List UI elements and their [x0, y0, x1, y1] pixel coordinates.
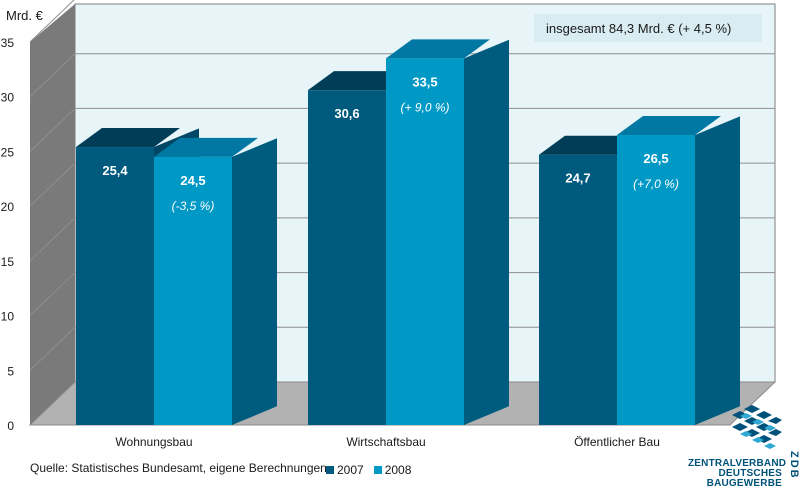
bar-front	[76, 147, 154, 425]
bar-change-label: (-3,5 %)	[172, 199, 215, 213]
y-tick-label: 35	[1, 36, 15, 50]
source-note: Quelle: Statistisches Bundesamt, eigene …	[30, 461, 327, 475]
bar-top	[617, 116, 721, 136]
legend-item-2008: 2008	[373, 463, 412, 477]
bar-top	[76, 128, 180, 148]
zdb-logo-text: ZENTRALVERBAND DEUTSCHES BAUGEWERBE	[688, 458, 787, 489]
bar-front	[617, 135, 695, 425]
legend-item-2007: 2007	[326, 463, 364, 477]
bar-front	[386, 58, 464, 426]
y-tick-label: 5	[7, 364, 14, 378]
x-category-label: Wohnungsbau	[115, 435, 192, 449]
bar-2008-1: 24,5 (-3,5 %)	[154, 137, 277, 425]
bar-value-label: 25,4	[102, 163, 128, 178]
bar-front	[154, 156, 232, 425]
bar-value-label: 24,7	[565, 171, 590, 186]
gridline-side	[29, 217, 76, 262]
bar-2008-2: 33,5 (+ 9,0 %)	[386, 39, 509, 426]
legend-label-2007: 2007	[337, 463, 364, 477]
logo-line-3: BAUGEWERBE	[706, 478, 782, 489]
y-tick-label: 25	[1, 145, 15, 159]
gridline-side	[29, 108, 76, 152]
bar-side	[464, 39, 509, 426]
bar-2008-3: 26,5 (+7,0 %)	[617, 116, 740, 425]
bar-side	[695, 116, 740, 425]
x-category-label: Öffentlicher Bau	[574, 435, 660, 449]
legend-swatch-2008	[373, 466, 382, 474]
gridline-side	[29, 326, 76, 371]
logo-line-1: ZENTRALVERBAND	[688, 458, 787, 469]
y-tick-label: 10	[1, 310, 15, 324]
bar-front	[308, 90, 386, 426]
gridline-side	[29, 162, 76, 207]
zdb-logo: ZENTRALVERBAND DEUTSCHES BAUGEWERBE ZDB	[688, 403, 800, 489]
total-annotation: insgesamt 84,3 Mrd. € (+ 4,5 %)	[546, 21, 731, 36]
y-tick-label: 30	[1, 91, 15, 105]
bar-front	[539, 154, 617, 425]
bar-value-label: 30,6	[334, 106, 359, 121]
bar-side	[232, 138, 277, 425]
zdb-logo-abbr: ZDB	[788, 451, 800, 480]
bar-value-label: 26,5	[643, 151, 668, 166]
bar-top	[154, 137, 258, 157]
x-category-label: Wirtschaftsbau	[346, 435, 425, 449]
y-tick-label: 0	[7, 419, 14, 433]
y-tick-label: 15	[1, 255, 15, 269]
gridline-side	[29, 272, 76, 316]
chart-left-wall	[30, 4, 75, 425]
bar-value-label: 33,5	[412, 74, 437, 89]
bar-change-label: (+7,0 %)	[633, 177, 679, 191]
y-axis-unit-label: Mrd. €	[6, 8, 44, 23]
bar-value-label: 24,5	[180, 173, 205, 188]
gridline-side	[29, 53, 76, 98]
zdb-logo-mark	[732, 405, 782, 449]
bar-change-label: (+ 9,0 %)	[400, 100, 449, 114]
legend-swatch-2007	[326, 466, 334, 474]
gridline-side	[29, 0, 75, 43]
y-tick-label: 20	[1, 200, 15, 214]
bar-top	[386, 39, 490, 59]
legend: 2007 2008	[326, 463, 411, 477]
total-annotation-box	[534, 14, 762, 42]
legend-label-2008: 2008	[384, 463, 412, 477]
logo-line-2: DEUTSCHES	[718, 468, 782, 479]
